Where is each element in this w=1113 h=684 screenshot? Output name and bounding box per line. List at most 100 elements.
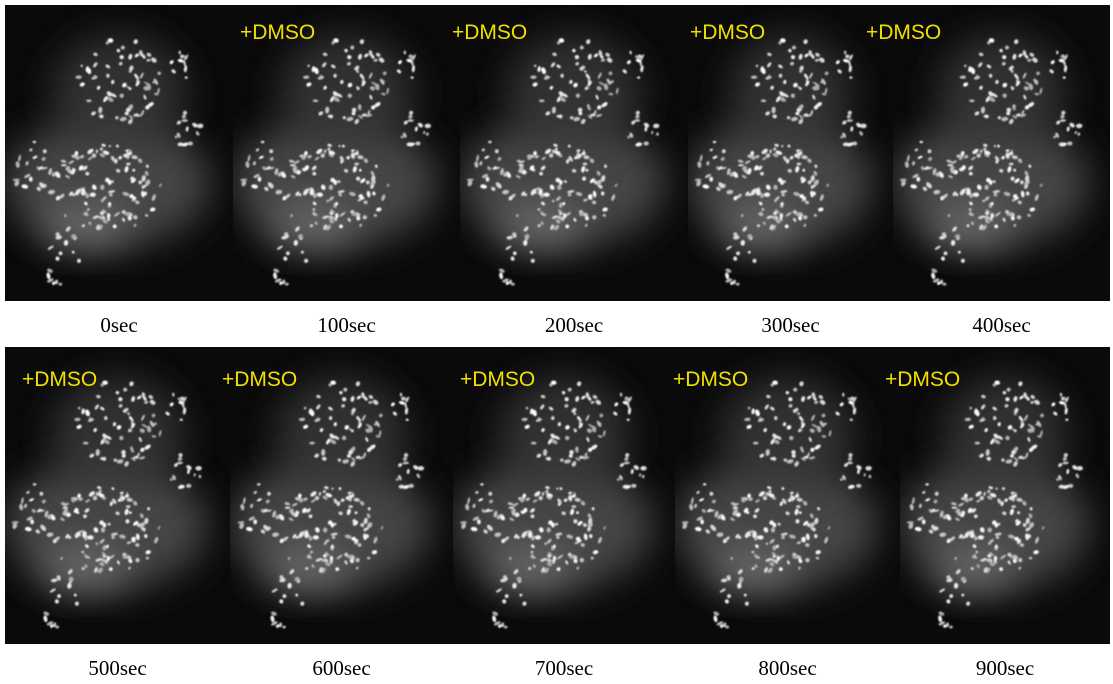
mito [143, 86, 149, 91]
mito [798, 511, 802, 515]
mito [196, 132, 200, 136]
mito [337, 458, 342, 462]
mito [754, 508, 760, 513]
mito [723, 622, 727, 628]
mito [84, 201, 88, 206]
mito [592, 215, 597, 220]
mito [587, 424, 595, 428]
mito [84, 211, 88, 215]
mito [603, 83, 609, 91]
mito [111, 535, 115, 540]
mito [157, 87, 160, 95]
mito [424, 123, 431, 129]
mito [298, 531, 304, 538]
mito [573, 558, 578, 564]
mito [251, 184, 258, 189]
mito [496, 183, 500, 188]
mito [729, 172, 735, 177]
mito [1076, 474, 1080, 479]
mito [720, 166, 727, 170]
mito [556, 567, 561, 571]
mito [346, 508, 351, 516]
mito [304, 531, 309, 539]
mito [64, 214, 67, 218]
mito [315, 558, 322, 562]
mito [369, 86, 376, 91]
mito [99, 147, 103, 151]
mito [103, 439, 110, 445]
mito [277, 172, 282, 177]
mito [559, 96, 566, 102]
mito [857, 469, 860, 474]
mito [530, 544, 535, 549]
mito [295, 535, 299, 539]
mito [758, 201, 763, 206]
mito [682, 522, 688, 529]
mito [273, 272, 278, 280]
mito [94, 567, 98, 573]
mito [988, 38, 995, 43]
mito [169, 60, 174, 65]
mito [567, 387, 572, 392]
mito [149, 420, 155, 428]
mito [1000, 554, 1007, 560]
mito [629, 132, 634, 138]
mito [983, 491, 986, 496]
mito [578, 422, 583, 429]
mito [732, 279, 736, 285]
mito [71, 498, 76, 503]
mito [949, 594, 954, 598]
micrograph [230, 347, 453, 644]
mito [310, 499, 316, 503]
mito [769, 538, 775, 544]
mito [323, 85, 327, 90]
mito [1003, 191, 1011, 197]
mito [479, 161, 483, 166]
mito [793, 82, 798, 88]
mito [101, 551, 107, 557]
mito [743, 507, 749, 514]
mito [752, 441, 759, 445]
mito [260, 529, 266, 534]
mito [546, 492, 553, 498]
mito [775, 150, 783, 155]
mito [298, 234, 303, 239]
mito [981, 417, 985, 421]
mito [330, 64, 336, 69]
time-label: 400sec [972, 313, 1030, 337]
mito [364, 53, 369, 58]
mito [643, 141, 649, 146]
mito [554, 147, 558, 151]
cell-haze [936, 34, 1067, 153]
mito [342, 459, 350, 464]
mito [291, 511, 296, 516]
mito [411, 54, 416, 61]
mito [522, 507, 528, 514]
mito [819, 399, 826, 405]
mito [248, 516, 255, 521]
mito [371, 550, 378, 555]
mito [530, 553, 534, 557]
mito [718, 182, 725, 189]
mito [971, 221, 974, 226]
mito [350, 149, 355, 152]
mito [565, 435, 570, 441]
mito [736, 282, 740, 286]
mito [154, 536, 159, 544]
mito [585, 73, 590, 79]
mito [344, 534, 352, 539]
mito [133, 520, 139, 526]
mito [330, 532, 338, 536]
mito [335, 567, 340, 571]
mito [366, 513, 371, 519]
mito [466, 178, 474, 182]
mito [553, 143, 558, 147]
micrograph [893, 5, 1110, 301]
mito [356, 415, 360, 421]
mito [974, 441, 981, 445]
mito [755, 544, 759, 549]
mito [984, 428, 988, 433]
mito [1019, 395, 1024, 400]
mito [363, 200, 368, 205]
mito [540, 211, 544, 215]
